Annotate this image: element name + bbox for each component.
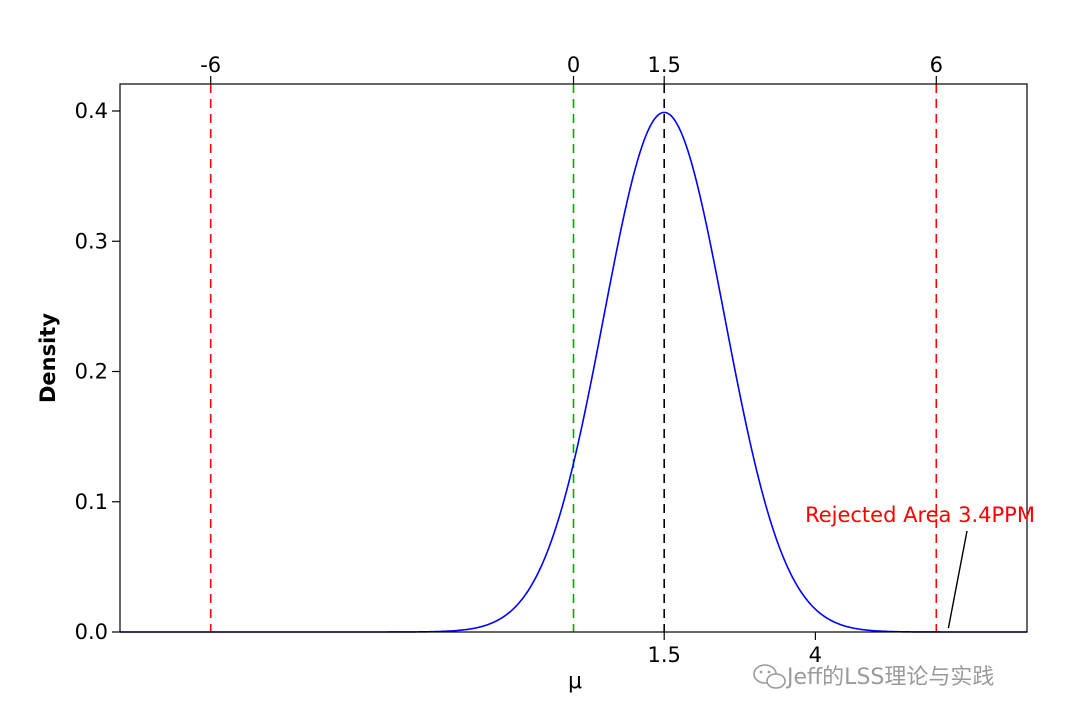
top-tick-label: -6 [200,53,221,77]
top-tick-label: 1.5 [647,53,680,77]
bottom-tick-label: 1.5 [647,643,680,667]
y-tick-label: 0.2 [75,360,108,384]
rejected-area-label: Rejected Area 3.4PPM [805,503,1035,527]
y-tick-label: 0.3 [75,229,108,253]
annotation-pointer [947,530,968,629]
y-axis-title: Density [36,313,60,403]
watermark: Jeff的LSS理论与实践 [753,664,994,690]
wechat-icon [753,664,786,689]
watermark-text: Jeff的LSS理论与实践 [785,665,994,690]
y-tick-label: 0.1 [75,490,108,514]
y-tick-label: 0.0 [75,620,108,644]
x-axis-label: μ [568,669,582,694]
top-tick-label: 6 [930,53,943,77]
top-tick-label: 0 [567,53,580,77]
y-tick-label: 0.4 [75,99,108,123]
bottom-tick-label: 4 [809,643,822,667]
